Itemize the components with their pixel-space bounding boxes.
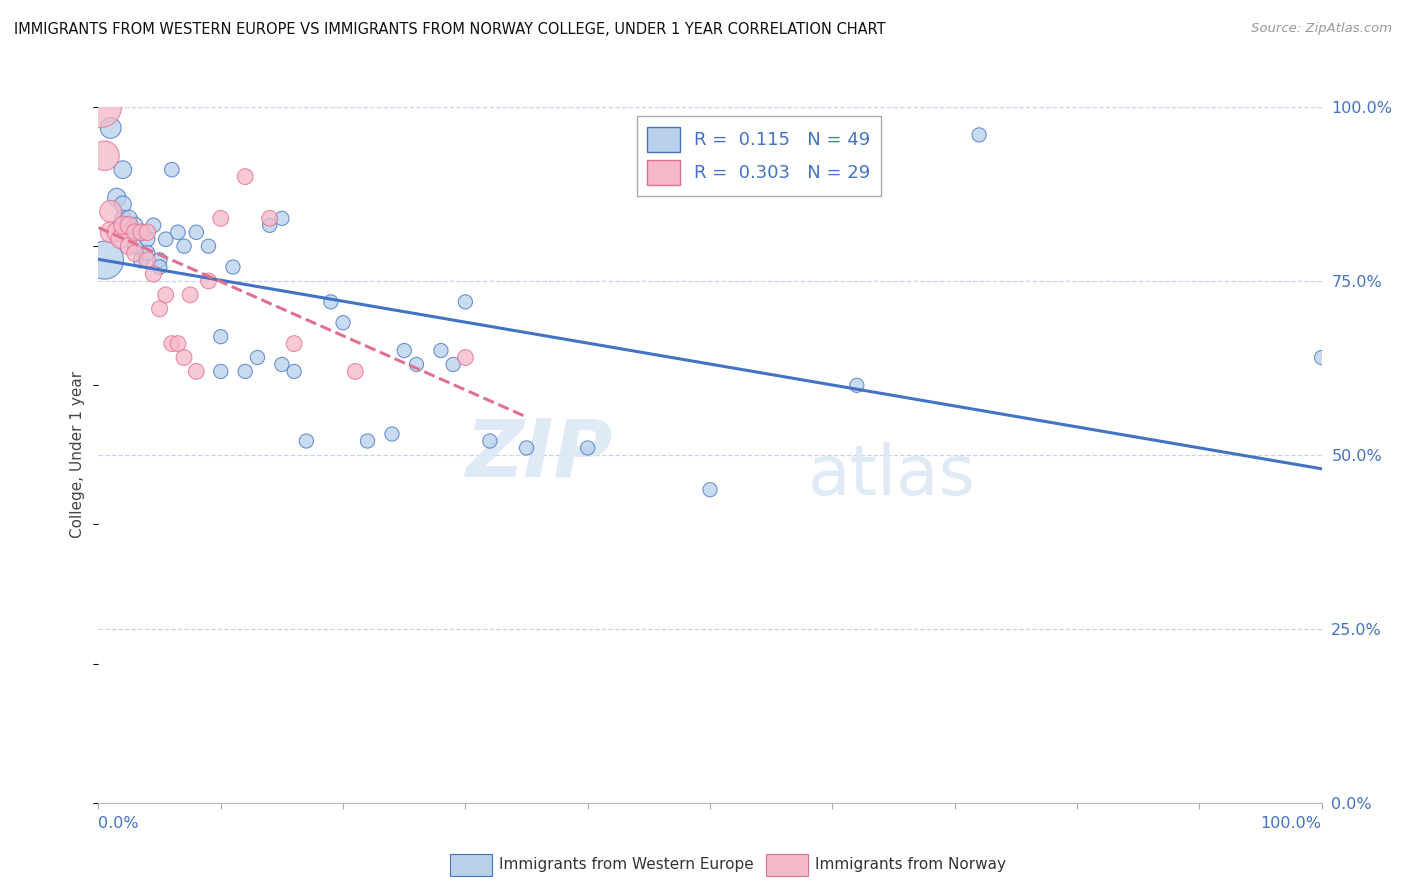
Point	[270, 358, 294, 372]
Point	[129, 225, 152, 239]
Point	[209, 364, 232, 378]
Point	[332, 316, 354, 330]
Point	[93, 149, 115, 163]
Text: Immigrants from Western Europe: Immigrants from Western Europe	[499, 857, 754, 871]
Point	[167, 336, 190, 351]
Text: IMMIGRANTS FROM WESTERN EUROPE VS IMMIGRANTS FROM NORWAY COLLEGE, UNDER 1 YEAR C: IMMIGRANTS FROM WESTERN EUROPE VS IMMIGR…	[14, 22, 886, 37]
Point	[454, 294, 477, 309]
Point	[160, 336, 183, 351]
Point	[967, 128, 990, 142]
Point	[149, 301, 172, 316]
Point	[136, 232, 159, 246]
Text: Source: ZipAtlas.com: Source: ZipAtlas.com	[1251, 22, 1392, 36]
Point	[381, 427, 404, 442]
Point	[129, 225, 152, 239]
Point	[197, 239, 219, 253]
Point	[110, 232, 132, 246]
Point	[136, 225, 159, 239]
Point	[149, 260, 172, 274]
Point	[93, 253, 115, 268]
Point	[173, 239, 195, 253]
Point	[167, 225, 190, 239]
Point	[136, 246, 159, 260]
Point	[118, 211, 141, 226]
Point	[142, 267, 165, 281]
Point	[124, 219, 146, 233]
Point	[392, 343, 416, 358]
Point	[173, 351, 195, 365]
Point	[100, 204, 122, 219]
Point	[405, 358, 427, 372]
Point	[179, 288, 201, 302]
Point	[111, 162, 134, 177]
Point	[344, 364, 367, 378]
Point	[149, 253, 172, 268]
Point	[100, 120, 122, 135]
Point	[111, 211, 134, 226]
Point	[454, 351, 477, 365]
Legend: R =  0.115   N = 49, R =  0.303   N = 29: R = 0.115 N = 49, R = 0.303 N = 29	[637, 116, 882, 196]
Point	[515, 441, 537, 455]
Point	[105, 190, 128, 204]
Point	[197, 274, 219, 288]
Point	[295, 434, 318, 448]
Point	[186, 225, 208, 239]
Point	[111, 219, 134, 233]
Point	[356, 434, 378, 448]
Point	[699, 483, 721, 497]
Point	[90, 100, 112, 114]
Point	[441, 358, 464, 372]
Point	[478, 434, 501, 448]
Point	[155, 232, 177, 246]
Point	[136, 253, 159, 268]
Point	[124, 246, 146, 260]
Point	[209, 329, 232, 343]
Point	[142, 219, 165, 233]
Point	[124, 239, 146, 253]
Point	[283, 364, 305, 378]
Text: 100.0%: 100.0%	[1261, 816, 1322, 831]
Point	[576, 441, 599, 455]
Point	[124, 225, 146, 239]
Point	[319, 294, 342, 309]
Point	[845, 378, 868, 392]
Point	[118, 219, 141, 233]
Text: atlas: atlas	[808, 442, 976, 509]
Point	[259, 219, 281, 233]
Point	[270, 211, 294, 226]
Text: ZIP: ZIP	[465, 416, 612, 494]
Point	[129, 253, 152, 268]
Point	[1310, 351, 1333, 365]
Text: Immigrants from Norway: Immigrants from Norway	[815, 857, 1007, 871]
Point	[111, 197, 134, 211]
Point	[430, 343, 453, 358]
Point	[160, 162, 183, 177]
Point	[100, 225, 122, 239]
Point	[105, 225, 128, 239]
Point	[222, 260, 245, 274]
Point	[155, 288, 177, 302]
Text: 0.0%: 0.0%	[98, 816, 139, 831]
Point	[186, 364, 208, 378]
Point	[118, 239, 141, 253]
Point	[259, 211, 281, 226]
Y-axis label: College, Under 1 year: College, Under 1 year	[70, 371, 86, 539]
Point	[283, 336, 305, 351]
Point	[233, 169, 256, 184]
Point	[246, 351, 269, 365]
Point	[209, 211, 232, 226]
Point	[233, 364, 256, 378]
Point	[124, 225, 146, 239]
